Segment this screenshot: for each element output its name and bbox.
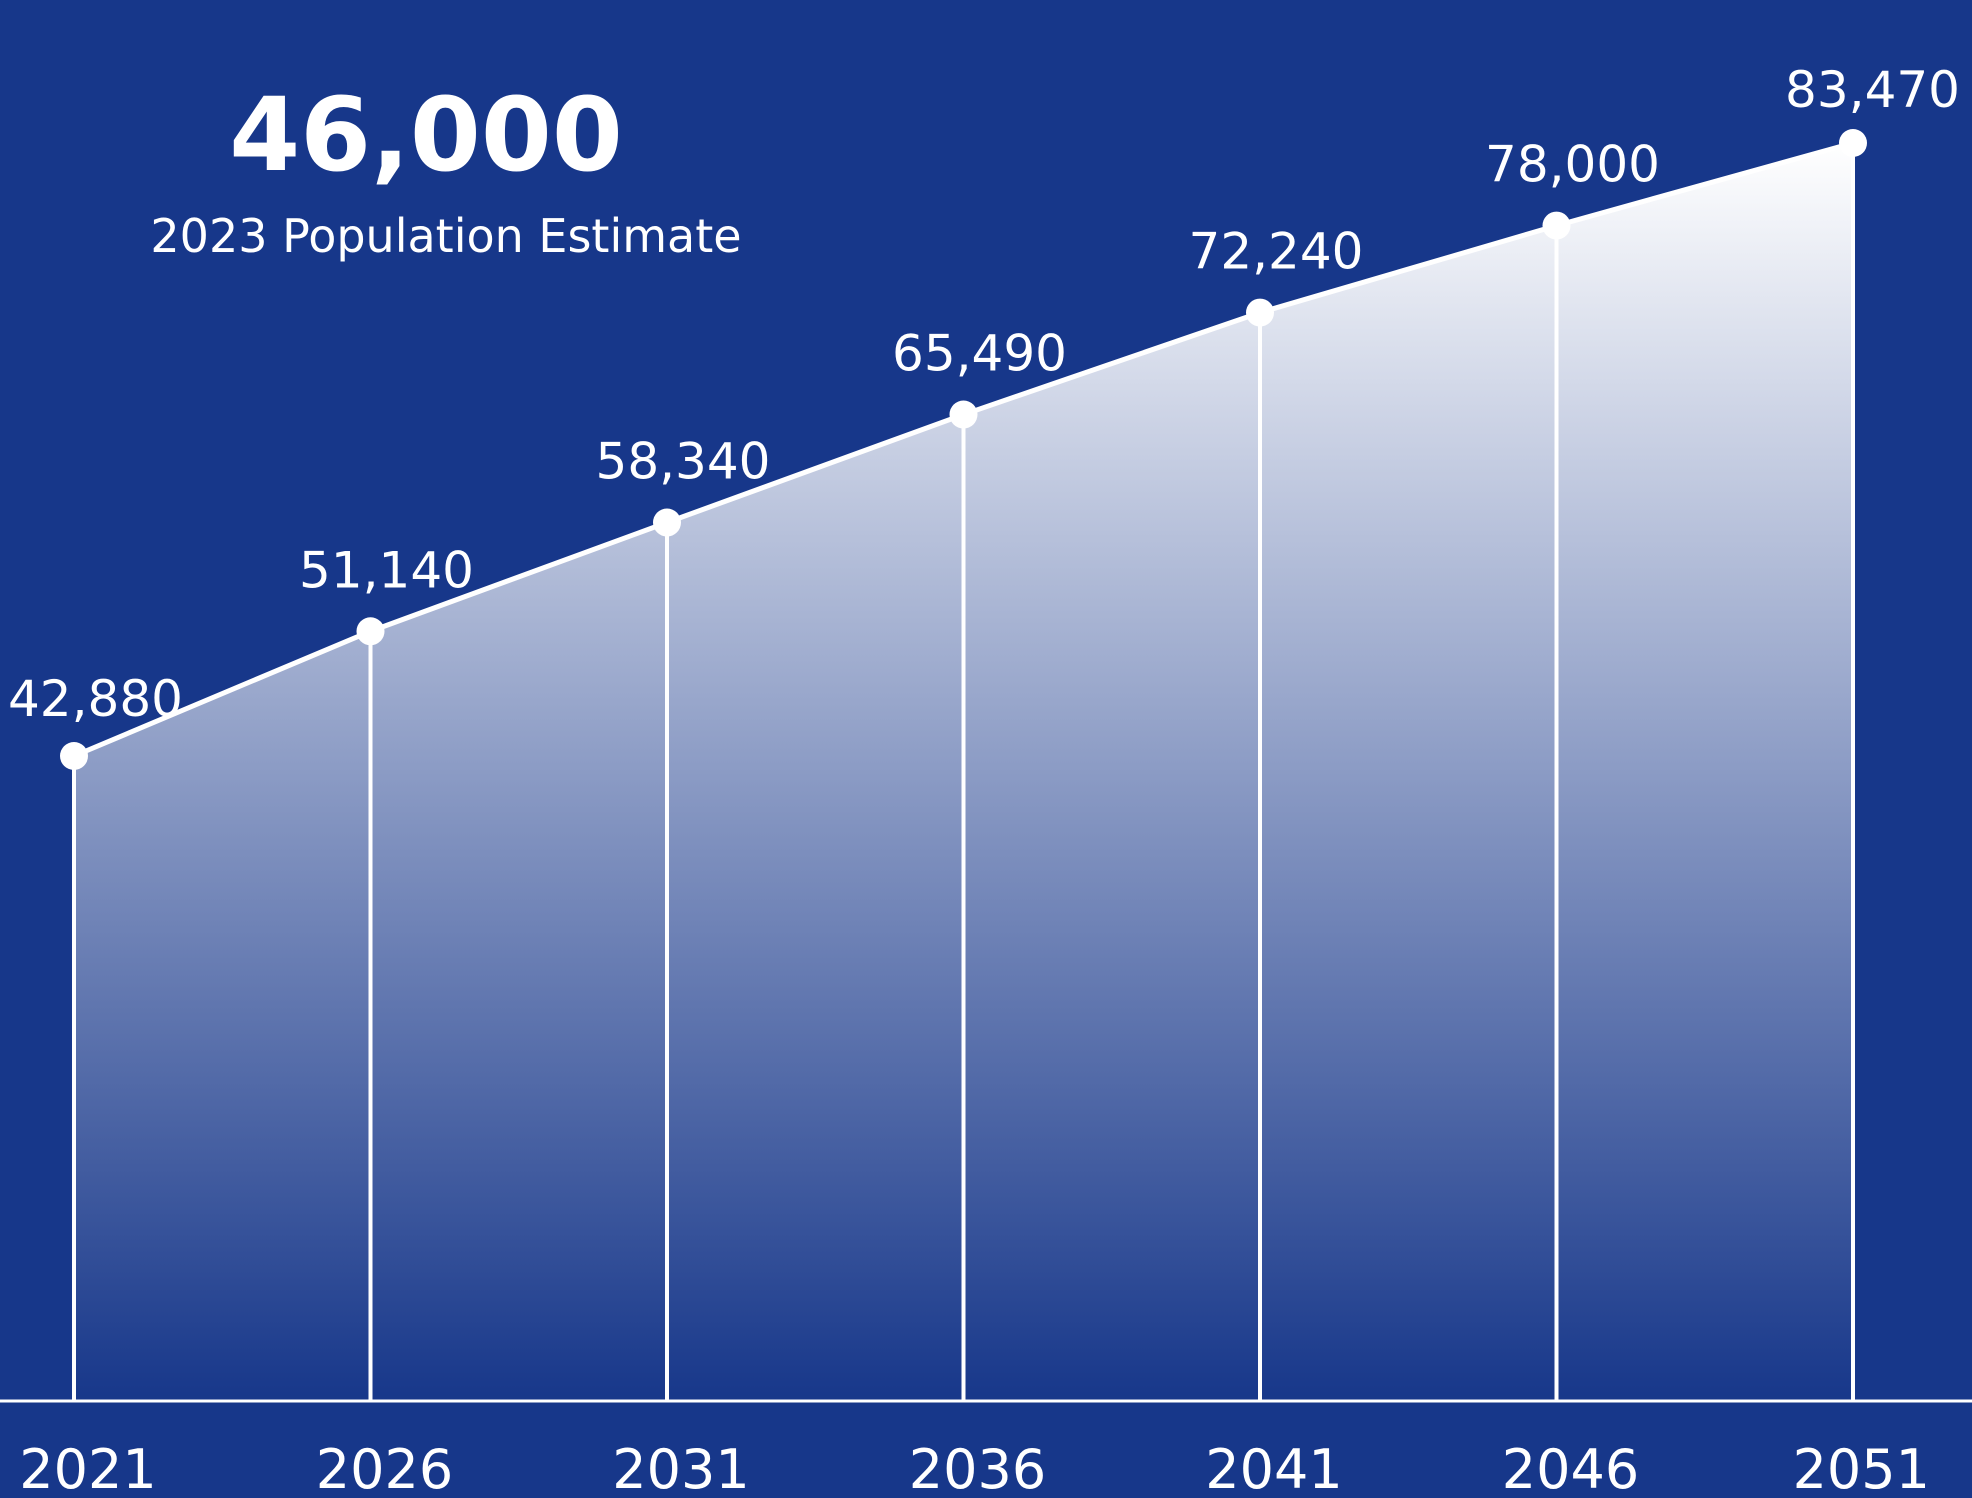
x-tick-label-2031: 2031 [612, 1438, 749, 1498]
data-label-2026: 51,140 [299, 541, 474, 599]
plot-area: 42,880 51,140 58,340 65,490 72,240 78,000 83,4… [0, 61, 1972, 1498]
data-label-2031: 58,340 [596, 433, 771, 491]
x-tick-label-2051: 2051 [1793, 1438, 1930, 1498]
x-tick-label-2041: 2041 [1205, 1438, 1342, 1498]
data-point-2026 [356, 617, 385, 646]
data-label-2046: 78,000 [1485, 136, 1660, 194]
x-tick-label-2021: 2021 [19, 1438, 156, 1498]
data-point-2046 [1542, 211, 1571, 240]
data-point-2031 [653, 508, 681, 537]
headline-caption: 2023 Population Estimate [150, 209, 741, 263]
data-label-2041: 72,240 [1189, 223, 1364, 281]
data-point-2051 [1839, 129, 1867, 157]
data-point-2021 [60, 742, 88, 770]
headline-value: 46,000 [229, 76, 623, 195]
data-label-2051: 83,470 [1785, 61, 1960, 119]
x-tick-label-2046: 2046 [1502, 1438, 1639, 1498]
headline-block: 46,000 2023 Population Estimate [150, 76, 741, 263]
data-label-2021: 42,880 [8, 670, 183, 728]
x-tick-label-2026: 2026 [316, 1438, 453, 1498]
x-tick-label-2036: 2036 [909, 1438, 1046, 1498]
data-point-2041 [1246, 298, 1274, 327]
data-label-2036: 65,490 [892, 325, 1067, 383]
data-point-2036 [949, 400, 978, 429]
